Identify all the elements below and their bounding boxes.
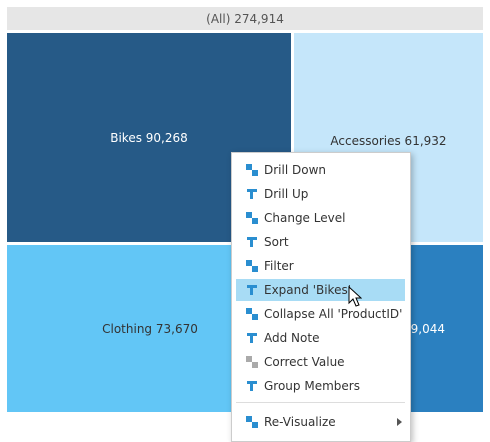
menu-icon	[246, 356, 258, 368]
menu-item-label: Re-Visualize	[264, 415, 336, 429]
menu-icon	[247, 237, 257, 247]
menu-item-label: Sort	[264, 235, 289, 249]
menu-item[interactable]: Drill Down	[236, 159, 405, 181]
menu-item[interactable]: Filter	[236, 255, 405, 277]
menu-icon	[247, 333, 257, 343]
menu-item-label: Expand 'Bikes'	[264, 283, 352, 297]
menu-item-label: Group Members	[264, 379, 360, 393]
menu-item[interactable]: Re-Visualize	[236, 411, 405, 433]
menu-icon	[246, 308, 258, 320]
menu-item[interactable]: Collapse All 'ProductID'	[236, 303, 405, 325]
menu-icon	[246, 164, 258, 176]
menu-item[interactable]: Expand 'Bikes'	[236, 279, 405, 301]
menu-icon	[246, 416, 258, 428]
menu-icon	[246, 260, 258, 272]
menu-item[interactable]: Drill Up	[236, 183, 405, 205]
menu-item[interactable]: Add Note	[236, 327, 405, 349]
context-menu: Drill Down Drill Up Change Level Sort Filter…	[231, 152, 411, 442]
menu-item-label: Drill Down	[264, 163, 326, 177]
menu-icon	[247, 381, 257, 391]
submenu-arrow	[397, 418, 402, 426]
cursor	[348, 286, 362, 307]
header-total[interactable]: (All) 274,914	[7, 7, 483, 30]
menu-item[interactable]: Group Members	[236, 375, 405, 397]
menu-item-label: Change Level	[264, 211, 346, 225]
menu-item-label: Filter	[264, 259, 294, 273]
menu-item-label: Drill Up	[264, 187, 309, 201]
menu-item[interactable]: Sort	[236, 231, 405, 253]
menu-separator	[236, 402, 405, 403]
menu-icon	[247, 189, 257, 199]
page: (All) 274,914 Bikes 90,268 Accessories 6…	[7, 7, 483, 442]
menu-icon	[246, 212, 258, 224]
menu-icon	[247, 285, 257, 295]
menu-item-label: Add Note	[264, 331, 320, 345]
menu-item-label: Collapse All 'ProductID'	[264, 307, 403, 321]
menu-item[interactable]: Change Level	[236, 207, 405, 229]
menu-item-label: Correct Value	[264, 355, 345, 369]
menu-item[interactable]: Correct Value	[236, 351, 405, 373]
